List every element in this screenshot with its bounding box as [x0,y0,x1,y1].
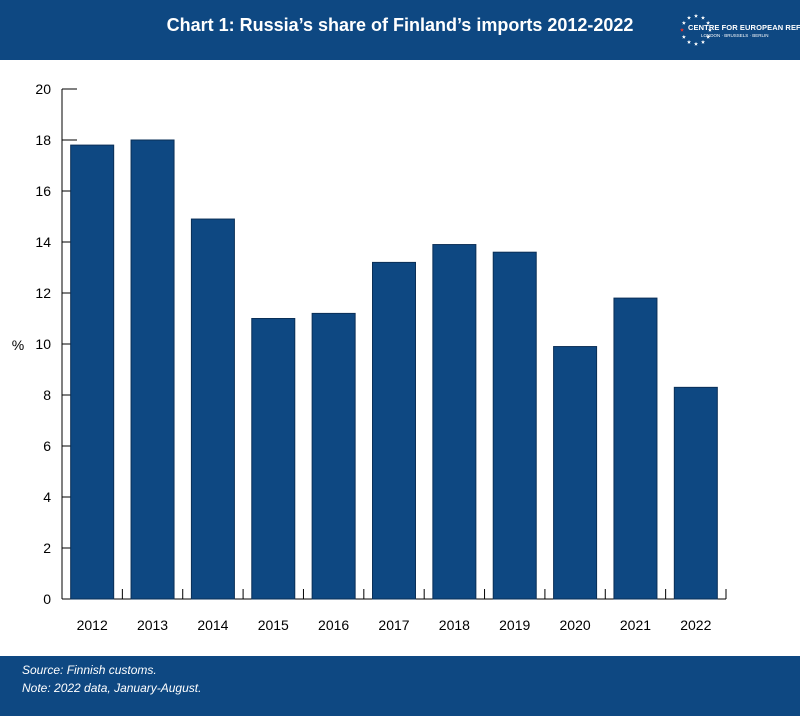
bar-2022 [673,386,718,600]
logo-star [686,15,692,20]
stars-icon [679,13,713,46]
chart-title: Chart 1: Russia’s share of Finland’s imp… [166,15,634,35]
chart-footer: Source: Finnish customs. Note: 2022 data… [0,656,800,716]
y-tick-label: 20 [35,81,51,97]
logo-star [707,27,713,32]
x-tick-label: 2018 [439,617,470,633]
x-tick-label: 2013 [137,617,168,633]
logo-name: CENTRE FOR EUROPEAN REFORM [688,23,800,32]
y-tick-label: 8 [43,387,51,403]
data-note: Note: 2022 data, January-August. [22,681,202,695]
logo-star [681,34,686,39]
logo-star [693,41,699,46]
x-tick-label: 2017 [378,617,409,633]
logo-star [693,13,699,18]
logo-star [681,20,686,25]
x-tick-label: 2014 [197,617,228,633]
x-tick-label: 2020 [560,617,591,633]
y-tick-label: 4 [43,489,51,505]
logo-star [706,34,711,39]
logo-star [679,27,685,32]
y-tick-label: 10 [35,336,51,352]
y-tick-label: 16 [35,183,51,199]
x-tick-label: 2015 [258,617,289,633]
logo-star [706,20,711,25]
x-tick-label: 2016 [318,617,349,633]
logo-star [686,39,692,44]
x-tick-label: 2022 [680,617,711,633]
y-tick-label: 18 [35,132,51,148]
y-tick-label: 6 [43,438,51,454]
chart-area: 0 2 4 6 8 10 12 14 16 18 20% 2012 2013 2014 2015 2016 20… [0,60,800,656]
logo-star [700,39,706,44]
y-tick-label: 0 [43,591,51,607]
bar-2014 [190,218,235,600]
bar-2012 [70,144,115,600]
bar-2017 [372,261,416,600]
logo-star [700,15,706,20]
bar-2015 [251,318,296,600]
logo-cities: LONDON · BRUSSELS · BERLIN [701,33,769,38]
bar-2016 [311,312,356,600]
bar-2021 [613,297,658,600]
y-tick-label: 2 [43,540,51,556]
y-tick-label: 14 [35,234,51,250]
x-tick-label: 2012 [77,617,108,633]
source-note: Source: Finnish customs. [22,663,157,677]
chart-header: Chart 1: Russia’s share of Finland’s imp… [0,0,800,60]
x-tick-label: 2019 [499,617,530,633]
bar-chart: 0 2 4 6 8 10 12 14 16 18 20% 2012 2013 2014 2015 2016 20… [12,81,727,633]
bar-2020 [553,346,598,600]
bar-2013 [130,139,175,600]
bar-2018 [432,244,477,600]
y-axis-label: % [12,337,24,353]
bar-2019 [492,251,537,600]
cer-logo: CENTRE FOR EUROPEAN REFORM LONDON · BRUS… [678,12,800,48]
x-tick-label: 2021 [620,617,651,633]
y-tick-label: 12 [35,285,51,301]
